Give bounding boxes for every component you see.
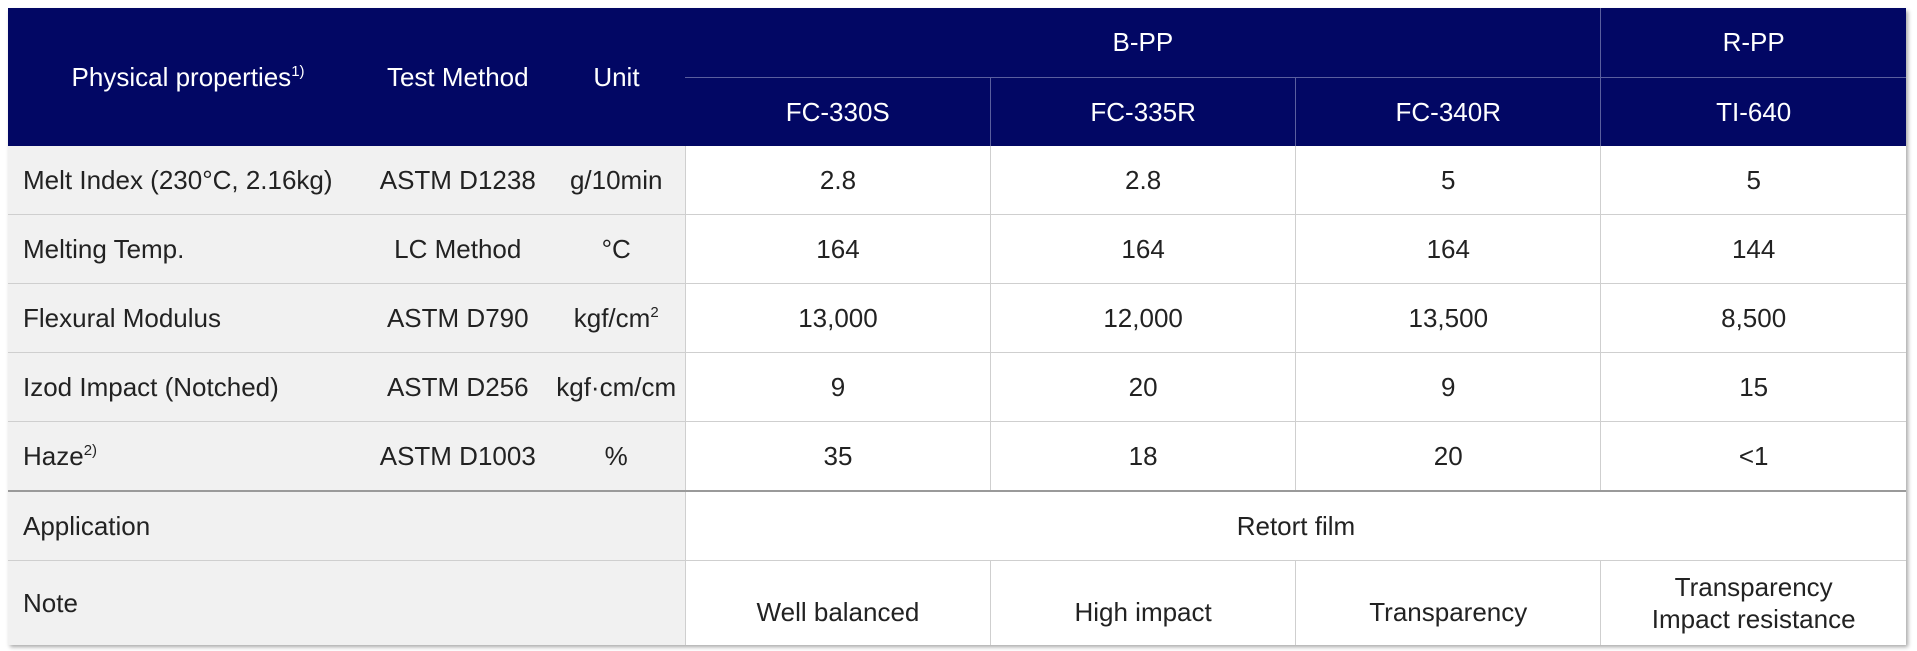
table-row: Haze2) ASTM D1003 % 35 18 20 <1 (8, 421, 1906, 491)
table-row: Melt Index (230°C, 2.16kg) ASTM D1238 g/… (8, 146, 1906, 215)
test-method: ASTM D256 (368, 352, 548, 422)
unit: °C (547, 214, 686, 284)
property-name: Melting Temp. (8, 214, 369, 284)
test-method: LC Method (368, 214, 548, 284)
value-cell: 9 (1295, 352, 1601, 422)
unit: g/10min (547, 146, 686, 215)
table-row: Melting Temp. LC Method °C 164 164 164 1… (8, 214, 1906, 284)
table-row: Flexural Modulus ASTM D790 kgf/cm2 13,00… (8, 283, 1906, 353)
unit: % (547, 421, 686, 491)
header-physical-properties: Physical properties1) (8, 8, 369, 146)
properties-table-container: Physical properties1) Test Method Unit B… (8, 8, 1906, 645)
value-cell: 5 (1295, 146, 1601, 215)
value-cell: 164 (684, 214, 991, 284)
header-group-bpp: B-PP (685, 8, 1601, 78)
unit: kgf·cm/cm (547, 352, 686, 422)
application-label: Application (8, 491, 686, 561)
note-label: Note (8, 560, 686, 645)
value-cell: 18 (990, 421, 1296, 491)
note-text: Well balanced (756, 596, 920, 627)
value-cell: 5 (1600, 146, 1906, 215)
application-value: Retort film (684, 491, 1906, 561)
header-grade: FC-340R (1295, 77, 1601, 146)
value-cell: <1 (1600, 421, 1906, 491)
value-cell: 12,000 (990, 283, 1296, 353)
note-text: Transparency (1369, 596, 1528, 627)
value-cell: 164 (1295, 214, 1601, 284)
value-cell: 9 (684, 352, 991, 422)
header-grade: FC-330S (685, 77, 991, 146)
property-name: Flexural Modulus (8, 283, 369, 353)
note-cell: Well balanced (684, 560, 991, 645)
property-name: Izod Impact (Notched) (8, 352, 369, 422)
value-cell: 164 (990, 214, 1296, 284)
note-cell: Transparency Impact resistance (1600, 560, 1906, 645)
table-header: Physical properties1) Test Method Unit B… (8, 8, 1906, 146)
note-cell: High impact (990, 560, 1296, 645)
note-cell: Transparency (1295, 560, 1601, 645)
test-method: ASTM D1238 (368, 146, 548, 215)
table-body: Melt Index (230°C, 2.16kg) ASTM D1238 g/… (8, 146, 1906, 645)
header-grade: TI-640 (1600, 77, 1906, 146)
value-cell: 13,500 (1295, 283, 1601, 353)
note-line: Impact resistance (1651, 604, 1856, 634)
test-method: ASTM D790 (368, 283, 548, 353)
header-test-method: Test Method (368, 8, 548, 146)
value-cell: 15 (1600, 352, 1906, 422)
header-grade: FC-335R (990, 77, 1296, 146)
value-cell: 144 (1600, 214, 1906, 284)
value-cell: 13,000 (684, 283, 991, 353)
table-row: Izod Impact (Notched) ASTM D256 kgf·cm/c… (8, 352, 1906, 422)
note-line: Transparency (1674, 572, 1833, 602)
properties-table: Physical properties1) Test Method Unit B… (8, 8, 1906, 645)
application-row: Application Retort film (8, 491, 1906, 561)
value-cell: 2.8 (990, 146, 1296, 215)
note-text: High impact (1074, 596, 1212, 627)
test-method: ASTM D1003 (368, 421, 548, 491)
value-cell: 2.8 (684, 146, 991, 215)
property-name: Haze2) (8, 421, 369, 491)
note-row: Note Well balanced High impact Transpare… (8, 560, 1906, 645)
value-cell: 35 (684, 421, 991, 491)
unit: kgf/cm2 (547, 283, 686, 353)
value-cell: 8,500 (1600, 283, 1906, 353)
header-unit: Unit (547, 8, 686, 146)
header-group-rpp: R-PP (1600, 8, 1906, 78)
value-cell: 20 (1295, 421, 1601, 491)
value-cell: 20 (990, 352, 1296, 422)
property-name: Melt Index (230°C, 2.16kg) (8, 146, 369, 215)
